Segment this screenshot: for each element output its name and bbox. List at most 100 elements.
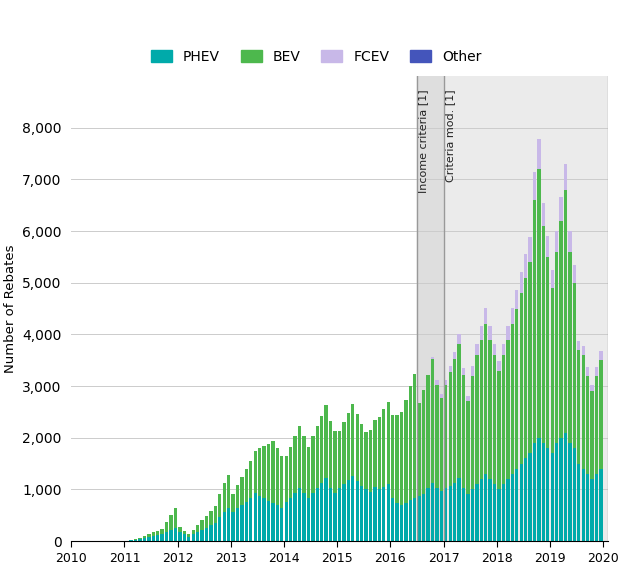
Bar	[147, 534, 151, 537]
Bar	[489, 479, 492, 541]
Bar	[417, 496, 421, 541]
Bar	[559, 221, 563, 438]
Bar	[471, 490, 474, 541]
Bar	[431, 359, 434, 483]
Bar	[413, 374, 417, 498]
Bar	[422, 494, 425, 541]
Bar	[480, 339, 483, 479]
Text: Criteria mod. [1]: Criteria mod. [1]	[445, 89, 455, 181]
Bar	[440, 398, 443, 491]
Bar	[218, 517, 221, 541]
Bar	[382, 487, 386, 541]
Bar	[316, 488, 319, 541]
Bar	[506, 326, 510, 339]
Bar	[169, 530, 173, 541]
Bar	[555, 252, 558, 443]
Bar	[462, 375, 465, 488]
Bar	[156, 531, 159, 535]
Bar	[311, 493, 314, 541]
Bar	[528, 453, 532, 541]
Bar	[475, 344, 479, 355]
Bar	[449, 372, 452, 486]
Bar	[542, 202, 545, 226]
Bar	[573, 283, 576, 448]
Bar	[391, 498, 394, 541]
Bar	[444, 385, 448, 488]
Bar	[484, 308, 487, 324]
Bar	[223, 512, 226, 541]
Bar	[147, 537, 151, 541]
Bar	[458, 344, 461, 478]
Bar	[276, 505, 279, 541]
Bar	[493, 344, 496, 355]
Legend: PHEV, BEV, FCEV, Other: PHEV, BEV, FCEV, Other	[151, 50, 482, 64]
Bar	[396, 503, 399, 541]
Bar	[435, 385, 438, 488]
Bar	[546, 448, 549, 541]
Bar	[443, 76, 608, 541]
Bar	[546, 257, 549, 448]
Bar	[214, 522, 217, 541]
Bar	[524, 254, 527, 277]
Bar	[236, 508, 239, 541]
Bar	[298, 488, 301, 541]
Bar	[404, 503, 407, 541]
Bar	[475, 355, 479, 484]
Bar	[165, 532, 168, 541]
Bar	[528, 262, 532, 453]
Bar	[444, 488, 448, 541]
Bar	[386, 402, 390, 484]
Bar	[520, 273, 523, 293]
Bar	[210, 525, 213, 541]
Bar	[471, 366, 474, 376]
Bar	[174, 508, 177, 528]
Bar	[303, 493, 306, 541]
Bar	[564, 164, 567, 190]
Bar	[227, 508, 230, 541]
Bar	[365, 432, 368, 489]
Y-axis label: Number of Rebates: Number of Rebates	[4, 245, 17, 373]
Bar	[595, 376, 598, 474]
Bar	[600, 469, 603, 541]
Bar	[431, 483, 434, 541]
Bar	[324, 405, 328, 477]
Bar	[351, 476, 355, 541]
Bar	[538, 139, 541, 169]
Bar	[431, 357, 434, 359]
Bar	[134, 539, 137, 541]
Bar	[515, 469, 518, 541]
Bar	[466, 494, 469, 541]
Bar	[183, 535, 186, 541]
Bar	[546, 236, 549, 257]
Bar	[161, 535, 164, 541]
Bar	[293, 493, 297, 541]
Bar	[200, 530, 204, 541]
Bar	[210, 511, 213, 525]
Bar	[205, 516, 208, 528]
Bar	[329, 488, 332, 541]
Bar	[582, 346, 585, 355]
Bar	[130, 540, 133, 541]
Bar	[600, 351, 603, 360]
Bar	[378, 417, 381, 490]
Bar	[138, 538, 141, 539]
Bar	[511, 308, 514, 324]
Bar	[533, 200, 536, 443]
Bar	[466, 401, 469, 494]
Bar	[174, 528, 177, 541]
Bar	[515, 309, 518, 469]
Bar	[538, 169, 541, 438]
Bar	[241, 477, 244, 505]
Bar	[196, 525, 199, 532]
Bar	[502, 355, 505, 484]
Bar	[347, 413, 350, 480]
Bar	[493, 355, 496, 484]
Bar	[369, 492, 372, 541]
Bar	[586, 367, 590, 376]
Bar	[453, 483, 456, 541]
Bar	[506, 339, 510, 479]
Bar	[538, 438, 541, 541]
Bar	[444, 380, 448, 385]
Bar	[396, 415, 399, 503]
Bar	[365, 489, 368, 541]
